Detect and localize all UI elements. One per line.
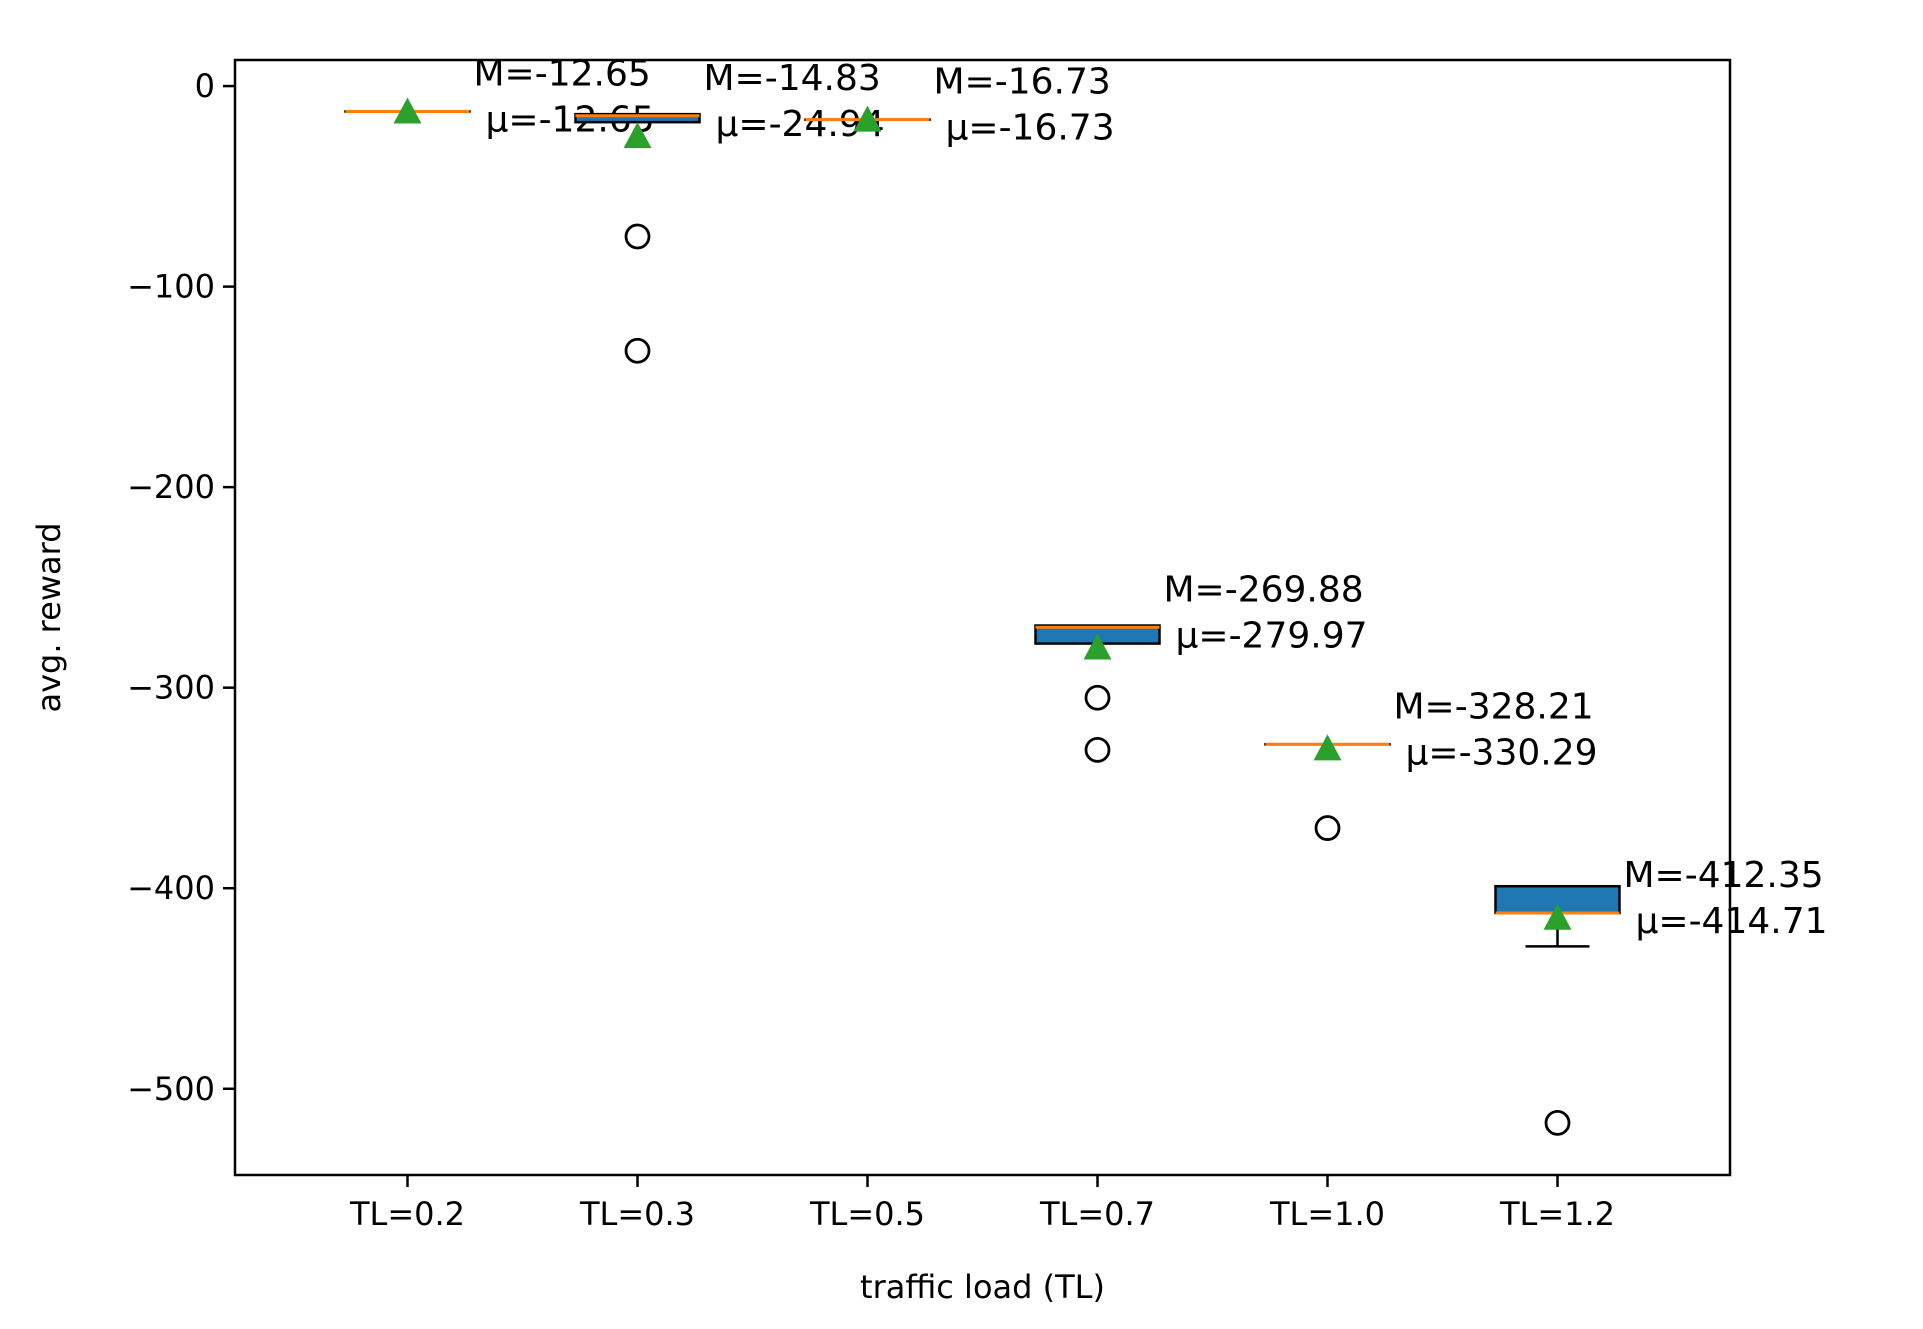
outlier-point [1084,684,1111,711]
box-group: M=-12.65μ=-12.65 [344,53,655,140]
outlier-point [624,223,651,250]
median-annotation: M=-412.35 [1624,855,1824,896]
plot-frame [233,58,1732,1177]
mean-annotation: μ=-330.29 [1406,732,1598,773]
mean-annotation: μ=-16.73 [946,108,1115,149]
outlier-point [1544,1109,1571,1136]
y-tick-label: −300 [127,669,215,707]
plot-marks: M=-12.65μ=-12.65M=-14.83μ=-24.94M=-16.73… [344,53,1828,1136]
x-tick-label: TL=0.7 [1039,1195,1155,1233]
y-tick-label: −400 [127,869,215,907]
median-annotation: M=-14.83 [704,58,881,99]
box-group: M=-269.88 μ=-279.97 [1034,569,1368,763]
mean-marker [393,97,422,124]
x-tick-label: TL=1.2 [1499,1195,1615,1233]
mean-marker [1083,633,1112,660]
mean-marker [1543,903,1572,930]
mean-marker [1313,734,1342,761]
mean-marker [853,105,882,132]
x-tick-label: TL=0.5 [809,1195,925,1233]
mean-annotation: μ=-414.71 [1636,901,1828,942]
y-tick-label: 0 [195,67,215,105]
x-tick-label: TL=0.2 [349,1195,465,1233]
box-group: M=-412.35 μ=-414.71 [1494,855,1828,1136]
y-tick-label: −100 [127,268,215,306]
box-group: M=-328.21 μ=-330.29 [1264,686,1598,841]
mean-annotation: μ=-24.94 [716,104,885,145]
box-group: M=-14.83 μ=-24.94 [574,58,885,364]
x-axis-title: traffic load (TL) [860,1268,1105,1306]
y-tick-label: −500 [127,1070,215,1108]
mean-annotation: μ=-279.97 [1176,615,1368,656]
y-axis-title: avg. reward [30,522,68,712]
x-tick-label: TL=0.3 [579,1195,695,1233]
y-tick-label: −200 [127,468,215,506]
median-annotation: M=-269.88 [1164,569,1364,610]
box-group: M=-16.73 μ=-16.73 [804,62,1115,149]
outlier-point [624,337,651,364]
x-tick-label: TL=1.0 [1269,1195,1385,1233]
median-annotation: M=-16.73 [934,62,1111,103]
mean-marker [623,122,652,149]
median-annotation: M=-328.21 [1394,686,1594,727]
axes: 0 −100 −200 −300 −400 −500 TL=0.2 TL=0.3 TL=0.5 T… [127,58,1732,1233]
outlier-point [1084,736,1111,763]
outlier-point [1314,815,1341,841]
